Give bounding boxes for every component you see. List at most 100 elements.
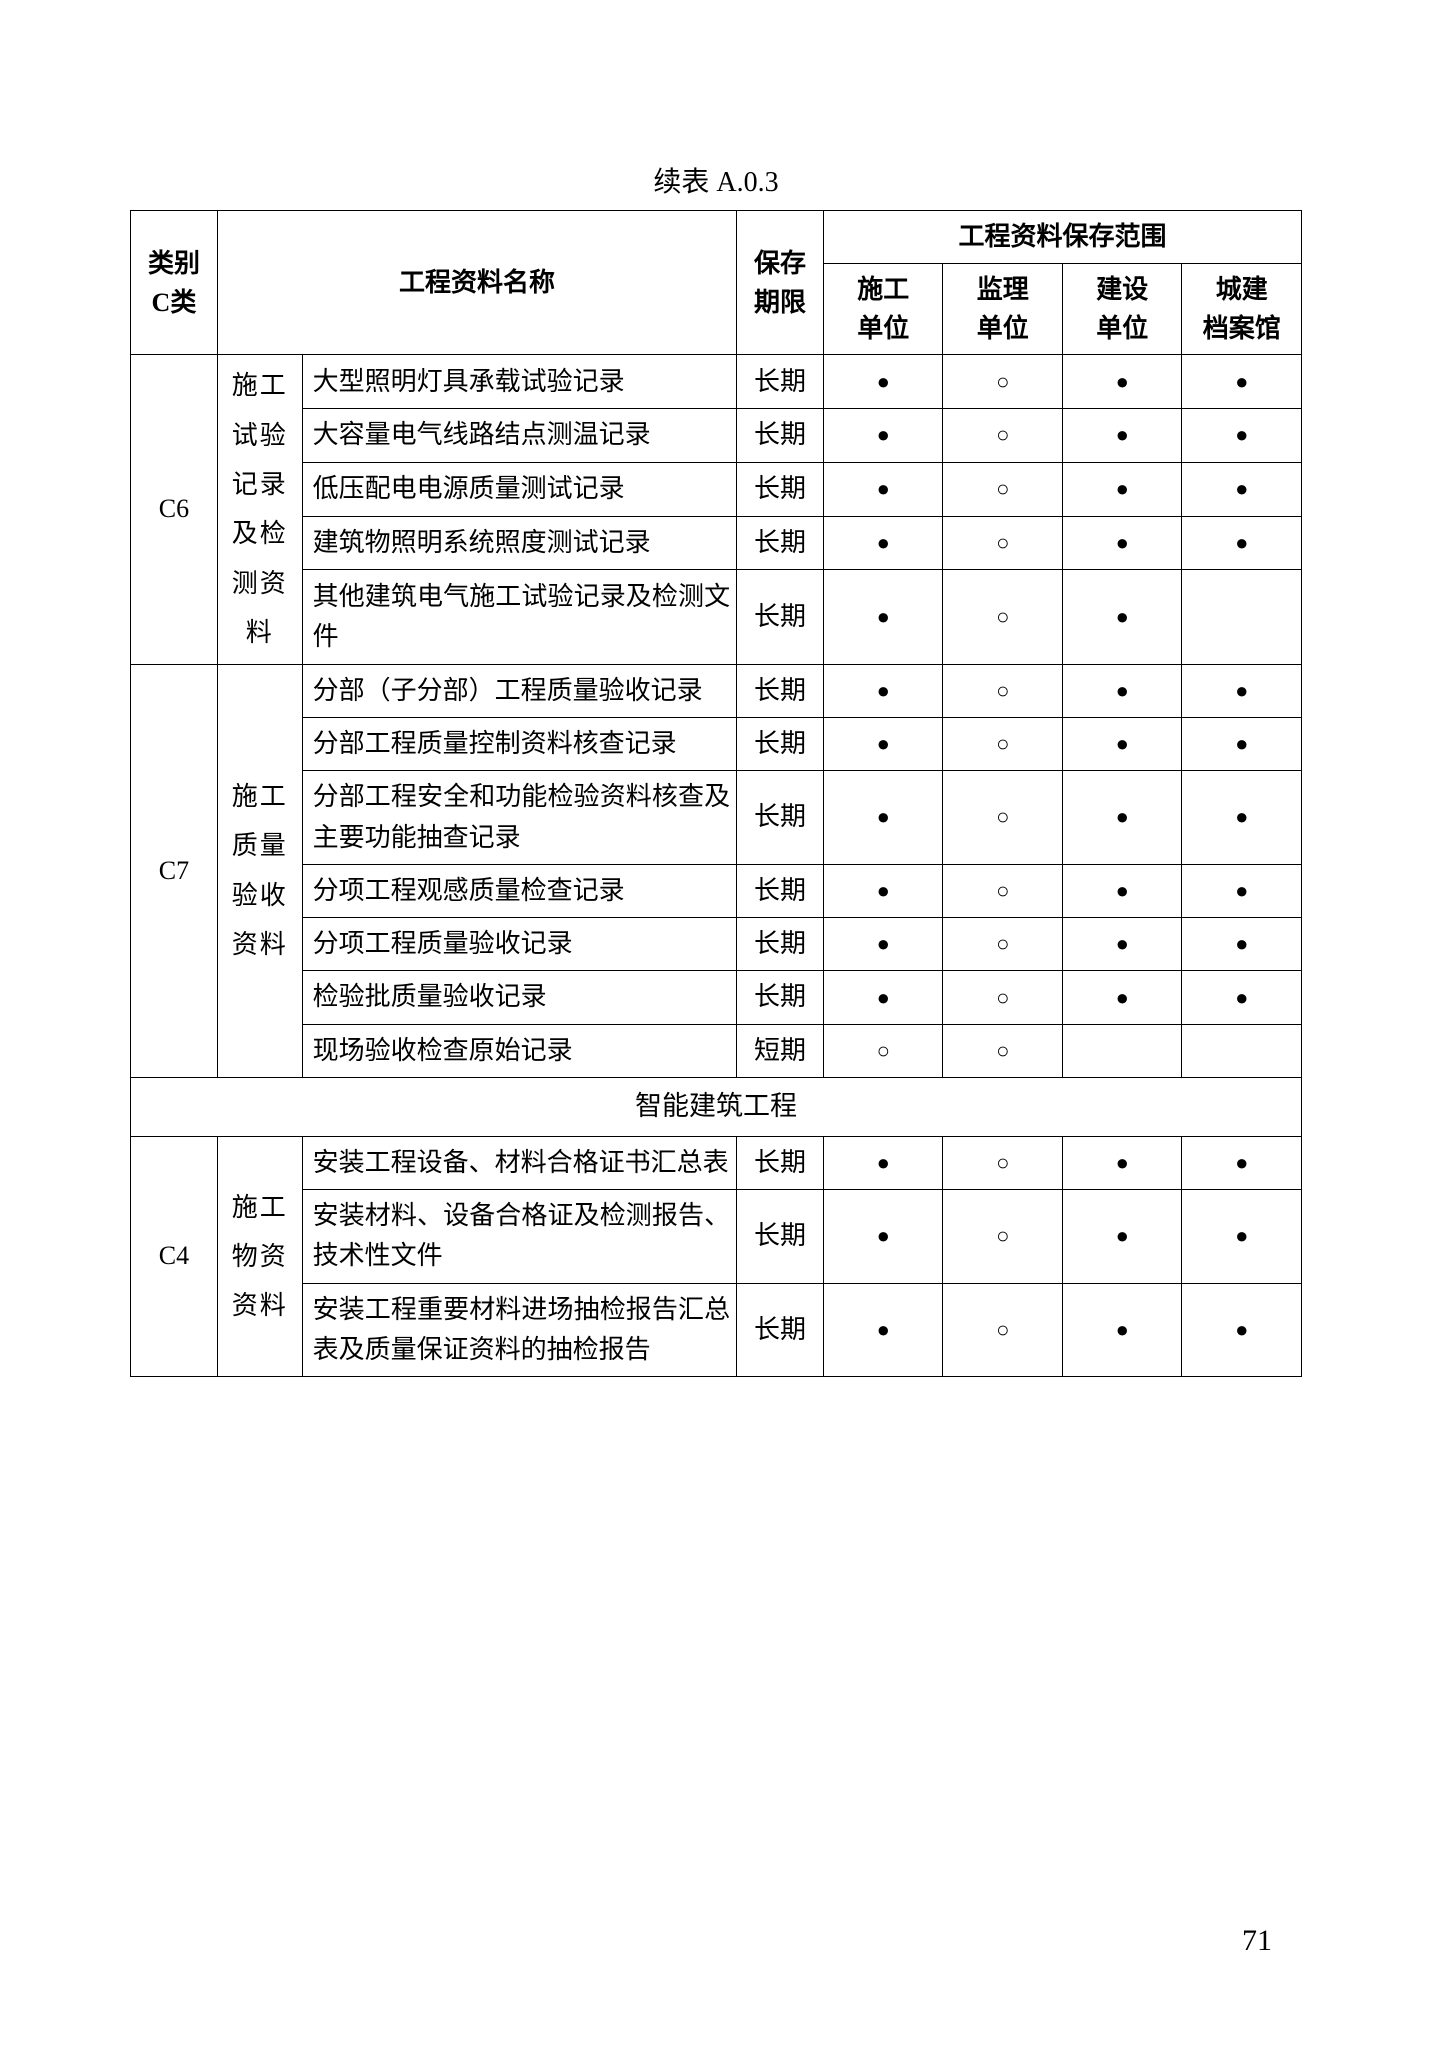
table-row: 其他建筑电气施工试验记录及检测文件 长期 ● ○ ● [131, 570, 1302, 664]
table-row: 分项工程观感质量检查记录 长期 ● ○ ● ● [131, 864, 1302, 917]
period: 长期 [737, 462, 824, 516]
mark: ● [824, 918, 943, 971]
mark: ● [1062, 516, 1181, 570]
sub-c6: 施工试验记录及检测资料 [217, 355, 302, 664]
mark: ● [824, 864, 943, 917]
cat-c6: C6 [131, 355, 218, 664]
table-row: 安装工程重要材料进场抽检报告汇总表及质量保证资料的抽检报告 长期 ● ○ ● ● [131, 1283, 1302, 1377]
mark: ○ [824, 1024, 943, 1077]
hdr-period: 保存 期限 [737, 211, 824, 355]
period: 长期 [737, 1136, 824, 1189]
mark: ● [1062, 409, 1181, 463]
mark: ● [824, 516, 943, 570]
mark: ● [824, 1283, 943, 1377]
mark: ○ [943, 1283, 1062, 1377]
sub-c4: 施工物资资料 [217, 1136, 302, 1376]
mark: ● [1062, 971, 1181, 1024]
period: 长期 [737, 1283, 824, 1377]
mark: ● [1182, 771, 1302, 865]
doc-name: 分部（子分部）工程质量验收记录 [302, 664, 737, 717]
mark: ○ [943, 409, 1062, 463]
mark: ● [1062, 1136, 1181, 1189]
mark: ● [1182, 409, 1302, 463]
period: 长期 [737, 570, 824, 664]
table-row: C6 施工试验记录及检测资料 大型照明灯具承载试验记录 长期 ● ○ ● ● [131, 355, 1302, 409]
mark: ● [824, 664, 943, 717]
mark: ● [1182, 664, 1302, 717]
hdr-scope: 工程资料保存范围 [824, 211, 1302, 264]
hdr-unit-0: 施工 单位 [824, 264, 943, 355]
mark: ○ [943, 664, 1062, 717]
mark: ● [1182, 971, 1302, 1024]
table-row: 现场验收检查原始记录 短期 ○ ○ [131, 1024, 1302, 1077]
mark: ● [1182, 1283, 1302, 1377]
mark: ● [1062, 771, 1181, 865]
header-row-1: 类别 C类 工程资料名称 保存 期限 工程资料保存范围 [131, 211, 1302, 264]
mark: ○ [943, 1136, 1062, 1189]
period: 长期 [737, 516, 824, 570]
table-row: 低压配电电源质量测试记录 长期 ● ○ ● ● [131, 462, 1302, 516]
page: 续表 A.0.3 类别 C类 工程资料名称 保存 期限 工程资料保存范围 施工 … [0, 0, 1432, 2048]
table-row: 检验批质量验收记录 长期 ● ○ ● ● [131, 971, 1302, 1024]
period: 长期 [737, 971, 824, 1024]
period: 长期 [737, 664, 824, 717]
doc-name: 分项工程质量验收记录 [302, 918, 737, 971]
period: 短期 [737, 1024, 824, 1077]
mark: ○ [943, 971, 1062, 1024]
table-row: 安装材料、设备合格证及检测报告、技术性文件 长期 ● ○ ● ● [131, 1190, 1302, 1284]
period: 长期 [737, 1190, 824, 1284]
table-row: C4 施工物资资料 安装工程设备、材料合格证书汇总表 长期 ● ○ ● ● [131, 1136, 1302, 1189]
mark: ● [1182, 1190, 1302, 1284]
mark: ● [1062, 717, 1181, 770]
doc-name: 大型照明灯具承载试验记录 [302, 355, 737, 409]
period: 长期 [737, 771, 824, 865]
hdr-unit-1: 监理 单位 [943, 264, 1062, 355]
period: 长期 [737, 355, 824, 409]
page-number: 71 [1242, 1924, 1272, 1958]
table-caption: 续表 A.0.3 [130, 160, 1302, 200]
section-title-row: 智能建筑工程 [131, 1078, 1302, 1137]
mark: ● [1062, 570, 1181, 664]
mark [1182, 1024, 1302, 1077]
hdr-category: 类别 C类 [131, 211, 218, 355]
doc-name: 安装工程设备、材料合格证书汇总表 [302, 1136, 737, 1189]
mark: ● [1182, 462, 1302, 516]
hdr-unit-2: 建设 单位 [1062, 264, 1181, 355]
mark [1182, 570, 1302, 664]
mark: ● [824, 462, 943, 516]
mark: ● [1062, 1190, 1181, 1284]
mark: ● [1182, 918, 1302, 971]
doc-name: 分部工程安全和功能检验资料核查及主要功能抽查记录 [302, 771, 737, 865]
mark: ● [824, 1190, 943, 1284]
mark: ● [824, 570, 943, 664]
period: 长期 [737, 409, 824, 463]
doc-name: 建筑物照明系统照度测试记录 [302, 516, 737, 570]
mark: ○ [943, 1190, 1062, 1284]
mark [1062, 1024, 1181, 1077]
mark: ● [1062, 462, 1181, 516]
mark: ● [1062, 355, 1181, 409]
mark: ● [824, 717, 943, 770]
main-table: 类别 C类 工程资料名称 保存 期限 工程资料保存范围 施工 单位 监理 单位 … [130, 210, 1302, 1377]
doc-name: 大容量电气线路结点测温记录 [302, 409, 737, 463]
period: 长期 [737, 717, 824, 770]
mark: ● [824, 1136, 943, 1189]
mark: ○ [943, 771, 1062, 865]
doc-name: 分部工程质量控制资料核查记录 [302, 717, 737, 770]
table-row: 分项工程质量验收记录 长期 ● ○ ● ● [131, 918, 1302, 971]
doc-name: 安装材料、设备合格证及检测报告、技术性文件 [302, 1190, 737, 1284]
table-row: C7 施工质量验收资料 分部（子分部）工程质量验收记录 长期 ● ○ ● ● [131, 664, 1302, 717]
cat-c7: C7 [131, 664, 218, 1077]
table-row: 大容量电气线路结点测温记录 长期 ● ○ ● ● [131, 409, 1302, 463]
period: 长期 [737, 918, 824, 971]
mark: ● [1182, 1136, 1302, 1189]
mark: ○ [943, 864, 1062, 917]
table-row: 分部工程安全和功能检验资料核查及主要功能抽查记录 长期 ● ○ ● ● [131, 771, 1302, 865]
mark: ○ [943, 918, 1062, 971]
section-title: 智能建筑工程 [131, 1078, 1302, 1137]
sub-c7: 施工质量验收资料 [217, 664, 302, 1077]
mark: ○ [943, 516, 1062, 570]
period: 长期 [737, 864, 824, 917]
doc-name: 检验批质量验收记录 [302, 971, 737, 1024]
cat-c4: C4 [131, 1136, 218, 1376]
